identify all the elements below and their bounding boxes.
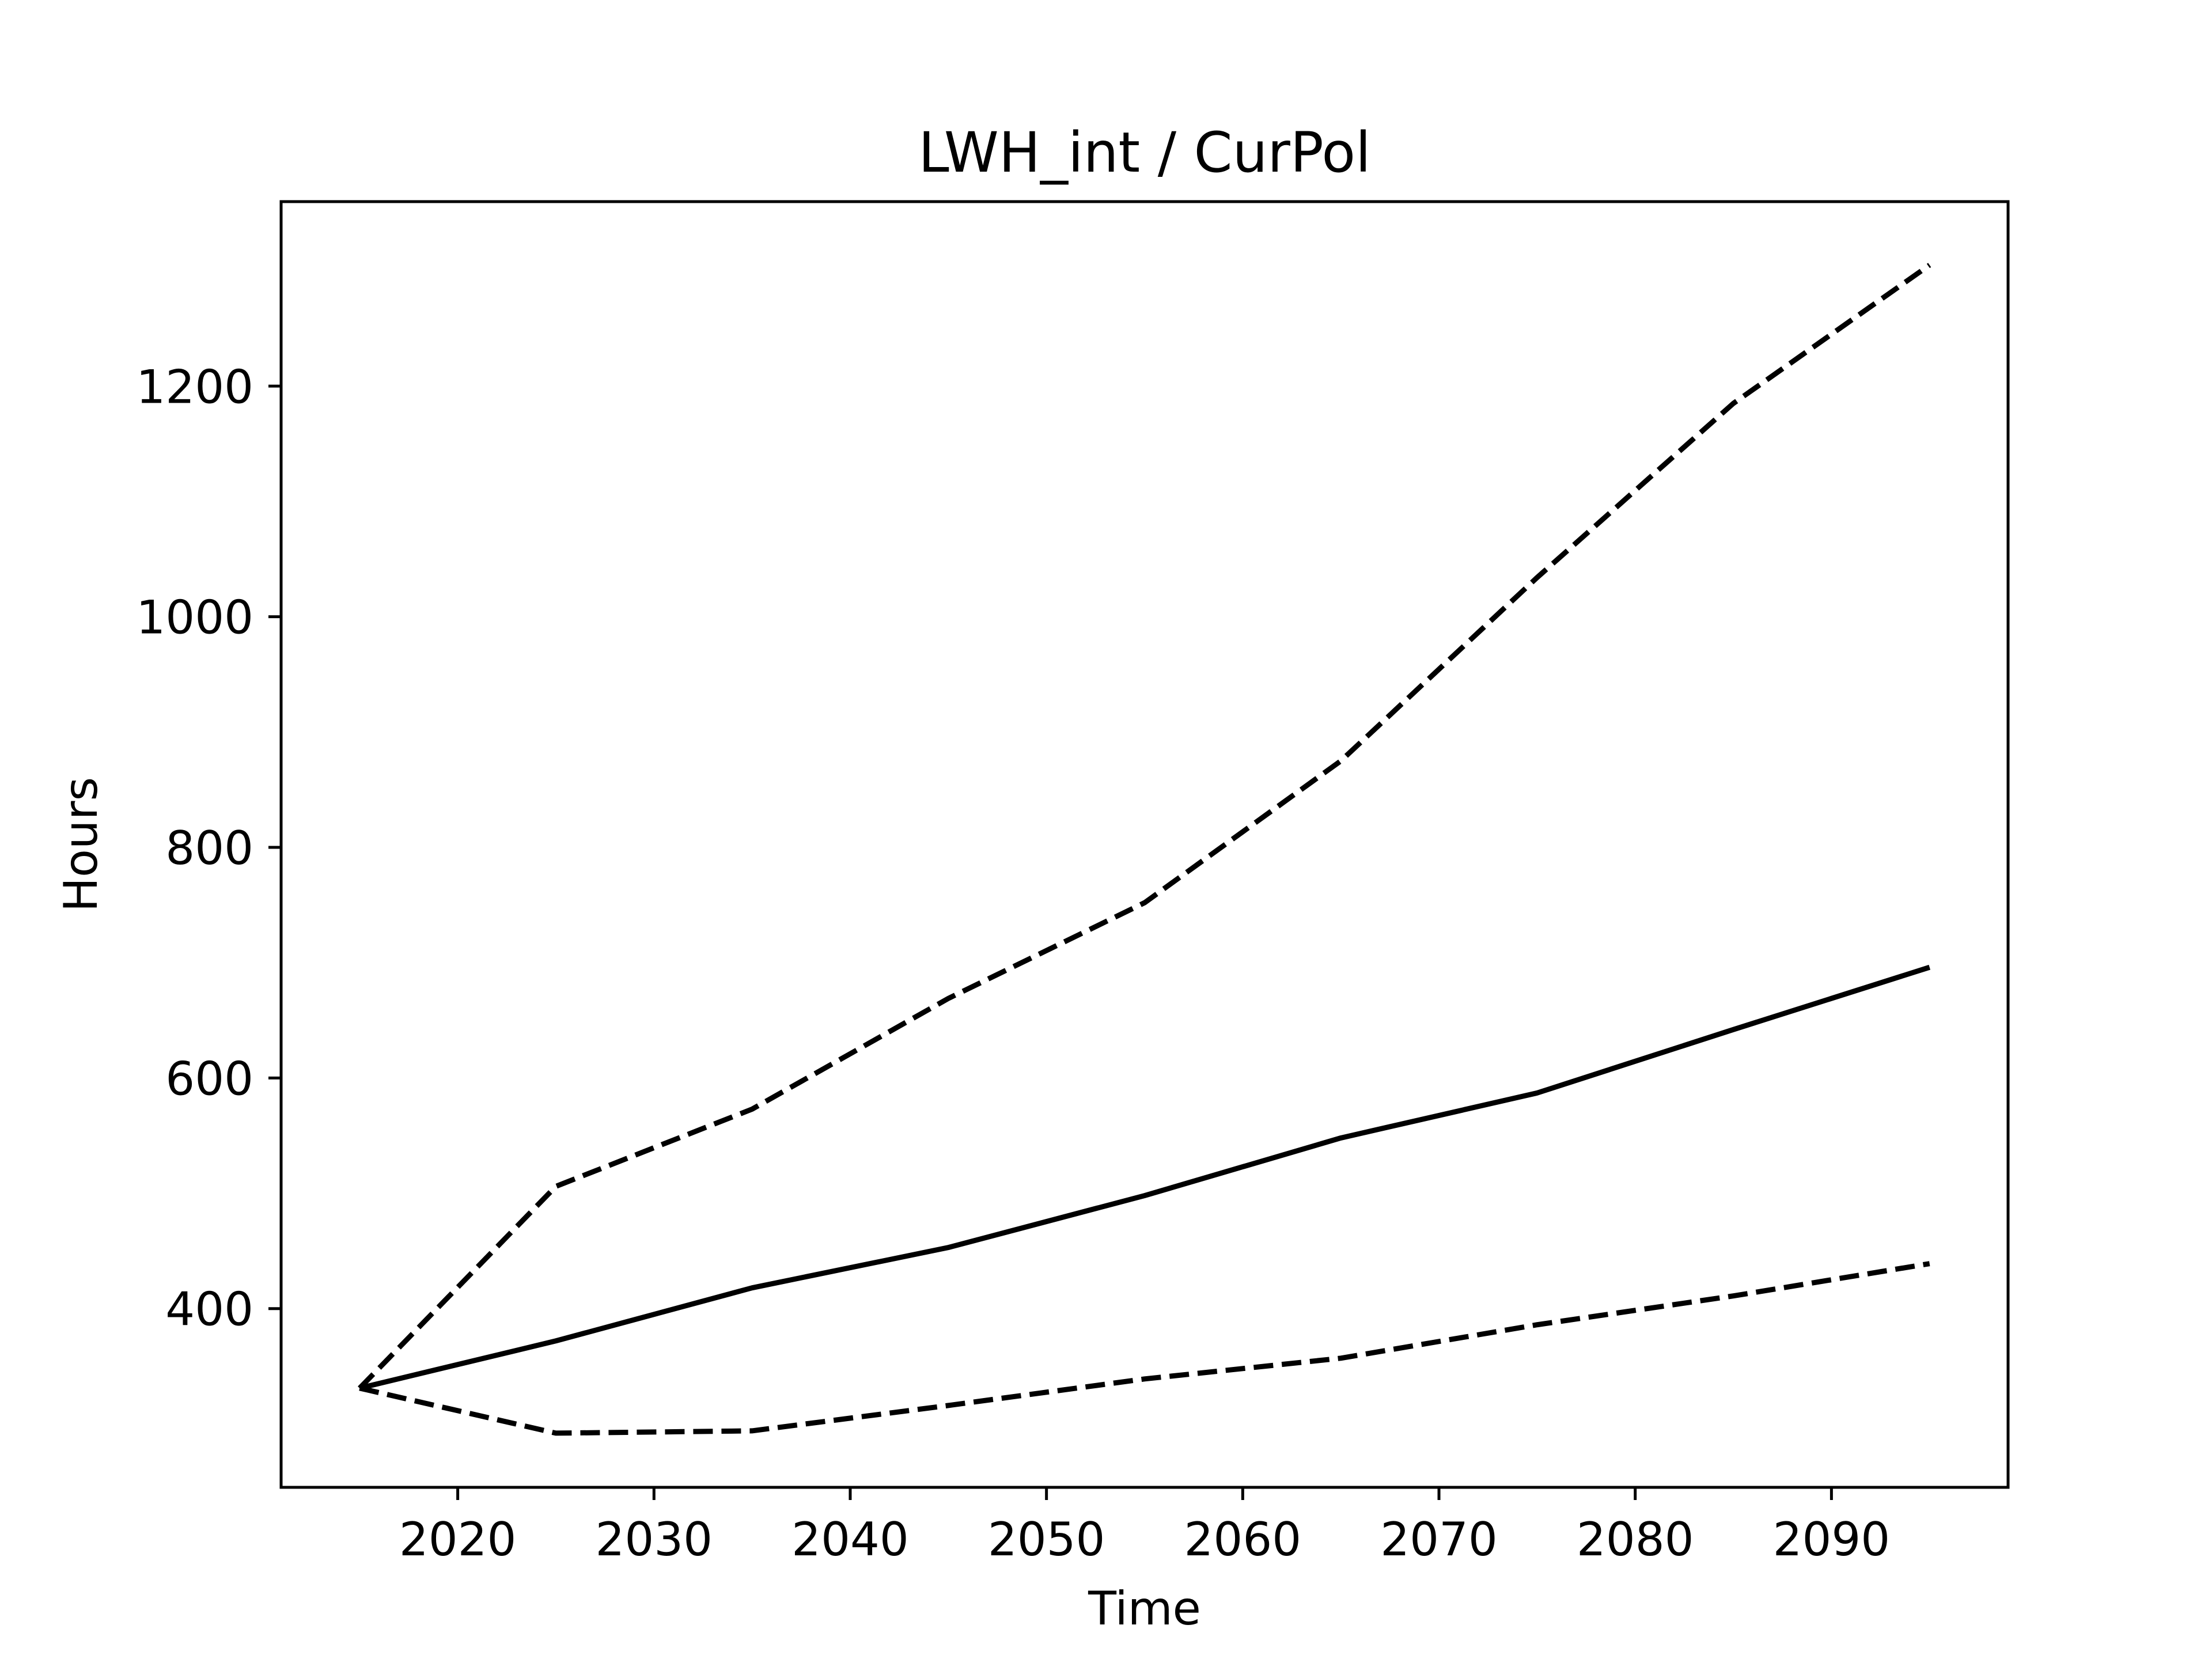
- x-tick-label: 2050: [988, 1513, 1105, 1566]
- x-tick-label: 2080: [1577, 1513, 1694, 1566]
- plot-area-frame: [279, 200, 2010, 1489]
- y-tick-label: 800: [165, 821, 253, 875]
- x-axis: 2020 2030 2040 2050 2060 2070 2080 2090: [399, 1487, 1890, 1566]
- series-line-dashed-2: [359, 1261, 1930, 1436]
- x-tick-label: 2060: [1184, 1513, 1302, 1566]
- series-line-solid: [359, 964, 1931, 1391]
- series-line-dashed-1: [358, 263, 1931, 1390]
- y-tick-label: 400: [165, 1283, 253, 1336]
- x-axis-label: Time: [1088, 1582, 1201, 1635]
- y-tick-label: 600: [165, 1052, 253, 1105]
- x-tick-label: 2040: [791, 1513, 909, 1566]
- chart-title: LWH_int / CurPol: [918, 120, 1371, 185]
- series-layer: [358, 263, 1931, 1436]
- y-axis: 400 600 800 1000 1200: [136, 360, 281, 1336]
- x-tick-label: 2030: [595, 1513, 713, 1566]
- x-tick-label: 2090: [1773, 1513, 1891, 1566]
- x-tick-label: 2070: [1380, 1513, 1498, 1566]
- y-tick-label: 1200: [136, 360, 253, 414]
- x-tick-label: 2020: [399, 1513, 517, 1566]
- y-axis-label: Hours: [54, 777, 108, 912]
- y-tick-label: 1000: [136, 591, 253, 645]
